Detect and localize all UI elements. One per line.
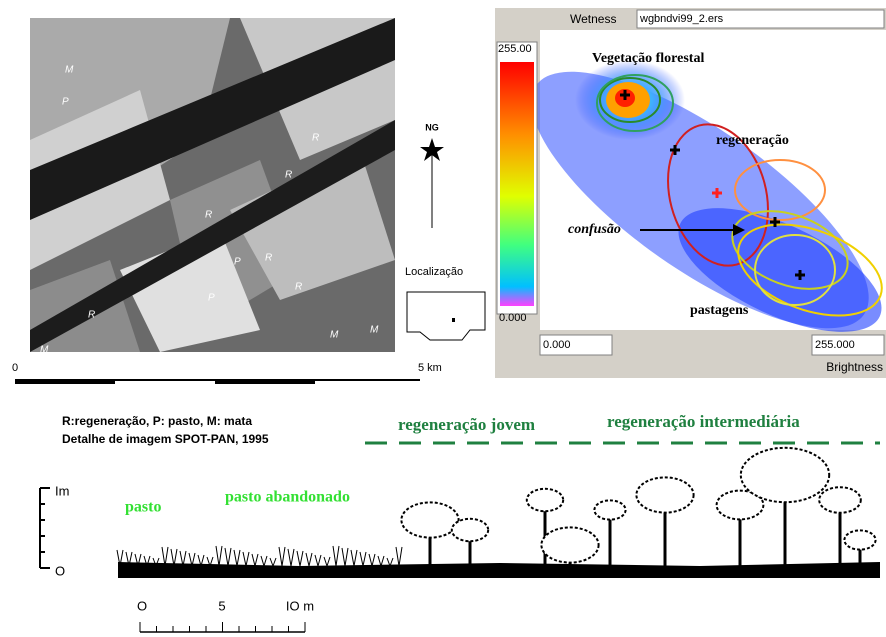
location-label: Localização xyxy=(405,266,463,278)
annotation: pastagens xyxy=(690,303,749,318)
map-scale-start: 0 xyxy=(12,362,18,374)
map-scale-end: 5 km xyxy=(418,362,442,374)
crown xyxy=(843,529,877,551)
map-scale-segment xyxy=(215,380,315,384)
crown xyxy=(400,501,460,539)
satellite-image xyxy=(30,18,395,352)
map-label: M xyxy=(330,330,339,341)
crown xyxy=(715,489,765,521)
grass xyxy=(125,551,133,567)
grass xyxy=(251,553,259,567)
grass xyxy=(134,553,142,567)
map-label: P xyxy=(208,293,215,304)
north-star xyxy=(420,138,444,161)
y-axis-label: Wetness xyxy=(570,12,616,26)
height-label: Im xyxy=(55,483,69,498)
grass xyxy=(386,557,394,567)
grass xyxy=(260,555,268,567)
caption-source: Detalhe de imagem SPOT-PAN, 1995 xyxy=(62,432,269,446)
map-label: M xyxy=(65,65,74,76)
grass xyxy=(278,546,286,567)
profile-label: pasto abandonado xyxy=(225,489,350,506)
scatter-window xyxy=(495,8,886,378)
map-label: M xyxy=(40,345,49,356)
grass xyxy=(287,548,295,567)
grass xyxy=(116,549,124,567)
height-label: O xyxy=(55,563,65,578)
grass xyxy=(296,550,304,567)
map-label: R xyxy=(312,133,319,144)
grass xyxy=(395,546,403,567)
grass xyxy=(314,554,322,567)
profile-label: regeneração intermediária xyxy=(607,412,800,431)
grass xyxy=(377,555,385,567)
map-label: P xyxy=(234,257,241,268)
grass xyxy=(359,551,367,567)
x-axis-label: Brightness xyxy=(826,360,883,374)
map-label: R xyxy=(265,253,272,264)
file-name: wgbndvi99_2.ers xyxy=(639,13,724,25)
grass xyxy=(368,553,376,567)
grass xyxy=(143,555,151,567)
map-scale-segment xyxy=(15,380,115,384)
map-label: M xyxy=(370,325,379,336)
grass xyxy=(152,557,160,567)
crown xyxy=(525,487,565,513)
grass xyxy=(170,548,178,567)
colorbar-min: 0.000 xyxy=(499,312,527,324)
profile-scale-label: IO m xyxy=(286,598,314,613)
vegetation-profile xyxy=(116,446,880,578)
crown xyxy=(818,486,862,514)
profile-scale-label: O xyxy=(137,598,147,613)
location-dot xyxy=(452,318,455,322)
map-label: R xyxy=(88,310,95,321)
crown xyxy=(593,499,627,521)
map-label: P xyxy=(62,97,69,108)
grass xyxy=(188,552,196,567)
grass xyxy=(224,547,232,567)
colorbar-max: 255.00 xyxy=(498,43,532,55)
profile-label: pasto xyxy=(125,499,161,516)
map-label: R xyxy=(295,282,302,293)
height-scale xyxy=(39,487,50,569)
crown xyxy=(540,526,600,564)
x-max: 255.000 xyxy=(815,339,855,351)
grass xyxy=(332,545,340,567)
crown xyxy=(450,517,490,543)
profile-label: regeneração jovem xyxy=(398,415,535,434)
grass xyxy=(161,546,169,567)
profile-scale-label: 5 xyxy=(218,598,225,613)
grass xyxy=(341,547,349,567)
caption-legend: R:regeneração, P: pasto, M: mata xyxy=(62,414,252,428)
crown xyxy=(739,446,831,504)
annotation: regeneração xyxy=(716,133,789,148)
map-label: R xyxy=(205,210,212,221)
crown xyxy=(635,476,695,514)
grass xyxy=(233,549,241,567)
grass xyxy=(242,551,250,567)
map-label: R xyxy=(285,170,292,181)
annotation: Vegetação florestal xyxy=(592,51,704,66)
annotation: confusão xyxy=(568,222,621,237)
north-label: NG xyxy=(425,122,439,132)
grass xyxy=(206,556,214,567)
grass xyxy=(269,557,277,567)
grass xyxy=(350,549,358,567)
grass xyxy=(179,550,187,567)
grass xyxy=(305,552,313,567)
grass xyxy=(197,554,205,567)
x-min: 0.000 xyxy=(543,339,571,351)
grass xyxy=(215,545,223,567)
grass xyxy=(323,556,331,567)
location-inset xyxy=(406,291,486,341)
